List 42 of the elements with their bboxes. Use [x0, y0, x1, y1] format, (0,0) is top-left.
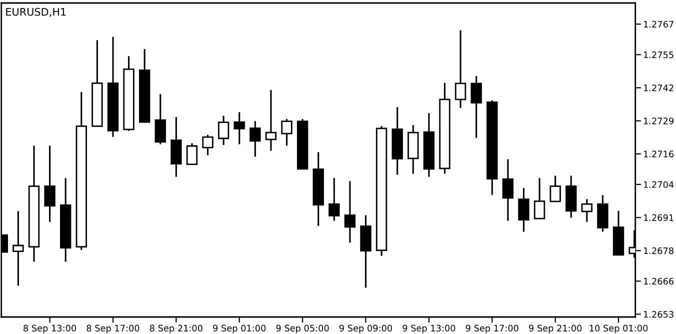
candlestick: [250, 120, 261, 158]
candlestick: [12, 210, 24, 286]
x-tick-label: 8 Sep 21:00: [150, 324, 202, 334]
candlestick: [454, 29, 466, 109]
x-tick-label: 9 Sep 09:00: [339, 324, 392, 334]
x-tick-label: 9 Sep 17:00: [466, 324, 518, 334]
y-tick-label: 1.2716: [644, 150, 674, 158]
candlestick: [581, 198, 592, 223]
y-tick-label: 1.2653: [644, 310, 674, 318]
x-tick-label: 9 Sep 21:00: [529, 324, 582, 334]
candlestick: [234, 111, 245, 145]
x-tick-label: 9 Sep 01:00: [213, 324, 266, 334]
x-tick-label: 8 Sep 17:00: [86, 324, 140, 334]
y-tick-label: 1.2691: [644, 214, 674, 222]
chart-title: EURUSD,H1: [6, 8, 66, 17]
candlestick: [265, 89, 277, 152]
candlestick: [186, 142, 198, 166]
candlestick: [170, 116, 182, 178]
x-tick-label: 9 Sep 05:00: [276, 324, 329, 334]
candlestick: [344, 180, 356, 244]
candlestick: [44, 144, 56, 223]
y-tick-label: 1.2729: [644, 118, 674, 124]
candlestick: [218, 114, 230, 146]
y-tick-label: 1.2767: [644, 20, 674, 28]
candlestick: [518, 187, 530, 233]
y-tick-label: 1.2742: [644, 84, 674, 92]
y-tick-label: 1.2755: [644, 51, 674, 58]
candlestick: [550, 175, 561, 202]
candlestick: [154, 93, 166, 145]
x-tick-label: 10 Sep 01:00: [590, 324, 648, 334]
y-tick-label: 1.2666: [644, 278, 674, 285]
candlestick: [502, 158, 514, 222]
x-tick-label: 8 Sep 13:00: [24, 324, 76, 334]
candlestick: [281, 118, 292, 147]
candlestick: [534, 177, 546, 220]
candlestick: [470, 75, 482, 139]
candlestick: [597, 194, 608, 233]
candlestick: [202, 134, 214, 156]
y-tick-label: 1.2678: [644, 247, 674, 254]
candlestick: [328, 177, 340, 222]
y-tick-label: 1.2704: [644, 181, 674, 188]
x-tick-label: 9 Sep 13:00: [402, 324, 456, 334]
